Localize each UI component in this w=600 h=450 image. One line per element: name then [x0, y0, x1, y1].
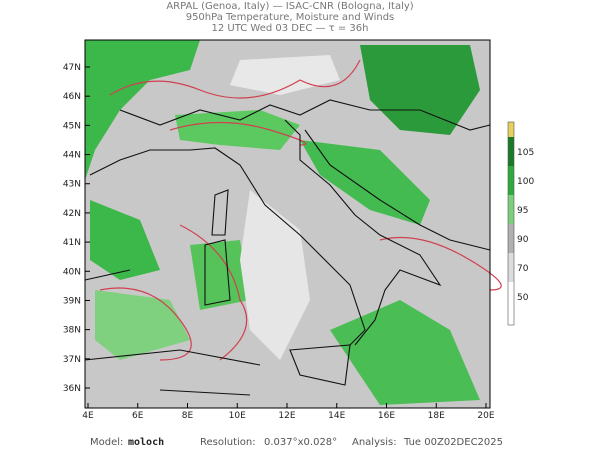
model-name: moloch: [128, 437, 164, 448]
resolution-label: Resolution:: [200, 437, 256, 448]
header-line: 950hPa Temperature, Moisture and Winds: [186, 12, 395, 23]
colorbar-segment: [508, 137, 514, 166]
lat-label: 41N: [63, 238, 81, 248]
africa-coast: [84, 269, 261, 396]
lon-label: 18E: [428, 411, 445, 421]
sicily: [289, 344, 351, 386]
moisture-area: [85, 40, 200, 180]
lat-label: 44N: [63, 151, 81, 161]
italy-coast: [89, 119, 442, 346]
colorbar-segment: [508, 224, 514, 253]
header: ARPAL (Genoa, Italy) — ISAC-CNR (Bologna…: [166, 1, 413, 34]
moisture-area: [360, 45, 480, 135]
lon-label: 14E: [328, 411, 345, 421]
colorbar-label: 70: [517, 264, 529, 274]
model-label: Model:: [90, 437, 123, 448]
colorbar-label: 95: [517, 206, 528, 216]
lon-label: 10E: [229, 411, 246, 421]
lon-label: 4E: [82, 411, 94, 421]
colorbar: 105 100 95 90 70 50: [507, 121, 534, 326]
isotherm: [169, 121, 307, 146]
lon-label: 8E: [182, 411, 194, 421]
lat-label: 39N: [63, 296, 81, 306]
balkan-coast: [304, 129, 491, 251]
moisture-area: [300, 140, 430, 225]
lat-label: 46N: [63, 92, 81, 102]
isotherm: [379, 236, 502, 291]
colorbar-label: 100: [517, 177, 534, 187]
moisture-area: [175, 110, 300, 150]
moisture-area: [95, 290, 190, 360]
lon-label: 20E: [477, 411, 494, 421]
colorbar-segment: [508, 166, 514, 195]
header-line: 12 UTC Wed 03 DEC — τ = 36h: [212, 23, 369, 34]
colorbar-label: 105: [517, 148, 534, 158]
isotherm: [109, 59, 361, 99]
footer: Model: moloch Resolution: 0.037°x0.028° …: [90, 437, 503, 448]
coastlines: [84, 99, 491, 396]
sardinia: [204, 239, 231, 306]
colorbar-segment: [508, 195, 514, 224]
lon-label: 16E: [378, 411, 395, 421]
resolution-value: 0.037°x0.028°: [264, 437, 337, 448]
lat-label: 47N: [63, 63, 81, 73]
alps-border: [119, 99, 491, 131]
lon-label: 12E: [278, 411, 295, 421]
lon-label: 6E: [132, 411, 144, 421]
dry-area: [240, 190, 310, 360]
corsica: [211, 189, 229, 236]
colorbar-segment: [508, 253, 514, 282]
moisture-area: [330, 300, 480, 405]
colorbar-label: 50: [517, 293, 529, 303]
lat-label: 43N: [63, 180, 81, 190]
map-axes: 4E 6E 8E 10E 12E 14E 16E 18E 20E 47N 46N 45N 44N 43N 4…: [63, 63, 495, 421]
isotherm: [99, 287, 192, 361]
lat-label: 38N: [63, 326, 81, 336]
lat-label: 45N: [63, 121, 81, 131]
colorbar-segment: [508, 282, 514, 325]
map-field: [85, 40, 502, 408]
isotherm: [179, 224, 248, 361]
moisture-area: [190, 240, 250, 310]
lat-label: 36N: [63, 384, 81, 394]
moisture-area: [90, 200, 160, 280]
analysis-value: Tue 00Z02DEC2025: [403, 437, 503, 448]
lat-label: 40N: [63, 267, 81, 277]
colorbar-frame: [507, 121, 515, 326]
header-line: ARPAL (Genoa, Italy) — ISAC-CNR (Bologna…: [166, 1, 413, 12]
colorbar-label: 90: [517, 235, 529, 245]
analysis-label: Analysis:: [352, 437, 397, 448]
lat-label: 42N: [63, 209, 81, 219]
lat-label: 37N: [63, 355, 81, 365]
colorbar-segment: [508, 122, 514, 137]
